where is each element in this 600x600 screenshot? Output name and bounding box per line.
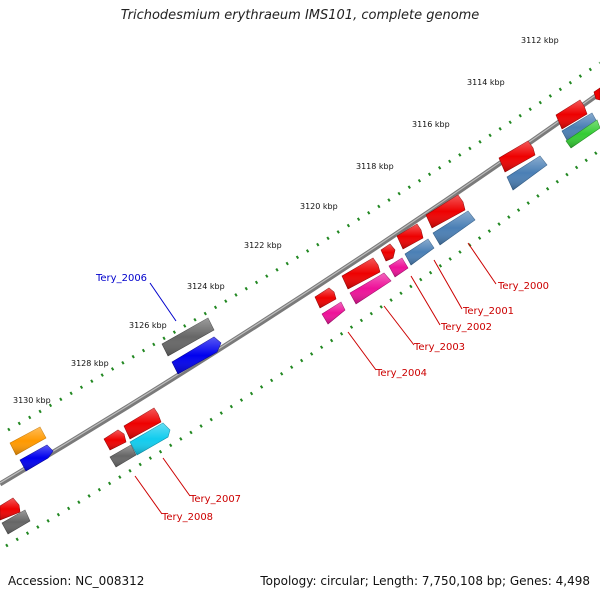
feature-green-3112[interactable]	[565, 119, 600, 149]
feature-red-3114[interactable]	[498, 140, 536, 173]
label-line-tery-2001	[433, 259, 463, 310]
feature-red-b[interactable]	[123, 407, 162, 440]
feature-steel-3114[interactable]	[506, 155, 548, 191]
feature-gray-edge[interactable]	[1, 509, 31, 535]
feature-tery-2007[interactable]	[129, 422, 171, 456]
ruler-label: 3112 kbp	[521, 36, 559, 45]
label-line-tery-2003	[383, 305, 415, 346]
gene-label-tery-2007[interactable]: Tery_2007	[189, 494, 241, 505]
gene-label-tery-2008[interactable]: Tery_2008	[161, 512, 213, 523]
feature-tery-2008[interactable]	[109, 444, 137, 468]
label-line-tery-2008	[134, 475, 163, 515]
feature-tery-2006[interactable]	[171, 336, 222, 375]
feature-red-edge[interactable]	[0, 497, 21, 521]
label-line-tery-2002	[410, 275, 441, 326]
topology-text: Topology: circular; Length: 7,750,108 bp…	[260, 574, 590, 588]
feature-tery-2004[interactable]	[321, 301, 346, 325]
feature-red-corner[interactable]	[593, 87, 600, 101]
feature-red-3112[interactable]	[555, 99, 588, 130]
ruler-label: 3122 kbp	[244, 241, 282, 250]
ruler-label: 3114 kbp	[467, 78, 505, 87]
ruler-label: 3128 kbp	[71, 359, 109, 368]
feature-tery-2002[interactable]	[388, 257, 409, 278]
feature-orange-left[interactable]	[9, 426, 47, 456]
feature-tery-2006-outer[interactable]	[161, 317, 215, 357]
feature-blue-left[interactable]	[19, 444, 54, 472]
gene-label-tery-2003[interactable]: Tery_2003	[413, 342, 465, 353]
map-title: Trichodesmium erythraeum IMS101, complet…	[120, 8, 480, 23]
label-line-tery-2000	[467, 242, 497, 285]
feature-red-small[interactable]	[380, 243, 396, 262]
ruler-label: 3116 kbp	[412, 120, 450, 129]
label-line-tery-2004	[347, 331, 377, 371]
gene-label-tery-2004[interactable]: Tery_2004	[375, 368, 427, 379]
gene-label-tery-2001[interactable]: Tery_2001	[462, 306, 514, 317]
inner-tick-ruler	[5, 148, 600, 548]
ruler-label: 3120 kbp	[300, 202, 338, 211]
label-line-tery-2006	[149, 282, 177, 322]
feature-red-a[interactable]	[103, 429, 127, 451]
feature-red-2004[interactable]	[314, 287, 337, 309]
feature-red-2001[interactable]	[425, 194, 466, 229]
ruler-label: 3118 kbp	[356, 162, 394, 171]
feature-tery-2001[interactable]	[404, 238, 435, 266]
feature-red-2003[interactable]	[341, 257, 381, 290]
ruler-label: 3126 kbp	[129, 321, 167, 330]
feature-tery-2000[interactable]	[432, 210, 476, 246]
accession-text: Accession: NC_008312	[8, 574, 145, 588]
gene-label-tery-2000[interactable]: Tery_2000	[497, 281, 549, 292]
ruler-label: 3130 kbp	[13, 396, 51, 405]
gene-label-tery-2002[interactable]: Tery_2002	[440, 322, 492, 333]
gene-label-tery-2006[interactable]: Tery_2006	[95, 273, 147, 284]
feature-red-2002[interactable]	[396, 223, 424, 250]
outer-tick-ruler	[7, 61, 600, 432]
feature-tery-2003[interactable]	[349, 272, 392, 305]
label-line-tery-2007	[162, 457, 191, 497]
ruler-label: 3124 kbp	[187, 282, 225, 291]
